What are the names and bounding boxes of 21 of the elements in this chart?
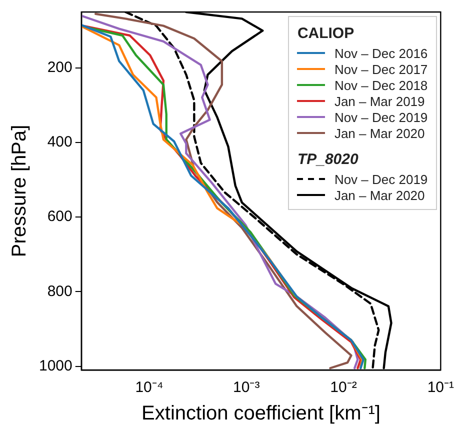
y-tick-label: 1000 bbox=[38, 357, 72, 374]
annotation: TP_8020 bbox=[297, 151, 360, 168]
legend-label: Jan – Mar 2020 bbox=[334, 188, 425, 202]
y-tick-label: 600 bbox=[47, 208, 72, 226]
legend-label: Nov – Dec 2016 bbox=[334, 46, 428, 60]
x-tick-label: 10⁻² bbox=[330, 379, 357, 396]
x-axis-title: Extinction coefficient [km⁻¹] bbox=[142, 402, 380, 425]
legend-label: Nov – Dec 2019 bbox=[334, 110, 428, 124]
legend-title: CALIOP bbox=[297, 25, 356, 42]
legend-label: Jan – Mar 2020 bbox=[334, 126, 425, 140]
y-tick-label: 800 bbox=[47, 282, 72, 300]
legend-label: Jan – Mar 2019 bbox=[334, 94, 425, 108]
legend-label: Nov – Dec 2018 bbox=[334, 78, 428, 92]
legend-label: Nov – Dec 2019 bbox=[334, 172, 428, 186]
x-tick-label: 10⁻⁴ bbox=[135, 379, 164, 396]
x-tick-label: 10⁻¹ bbox=[427, 379, 454, 396]
y-axis-title: Pressure [hPa] bbox=[8, 124, 31, 258]
legend-label: Nov – Dec 2017 bbox=[334, 62, 428, 76]
x-tick-label: 10⁻³ bbox=[233, 379, 260, 396]
y-tick-label: 400 bbox=[47, 134, 72, 151]
y-tick-label: 200 bbox=[47, 59, 72, 76]
